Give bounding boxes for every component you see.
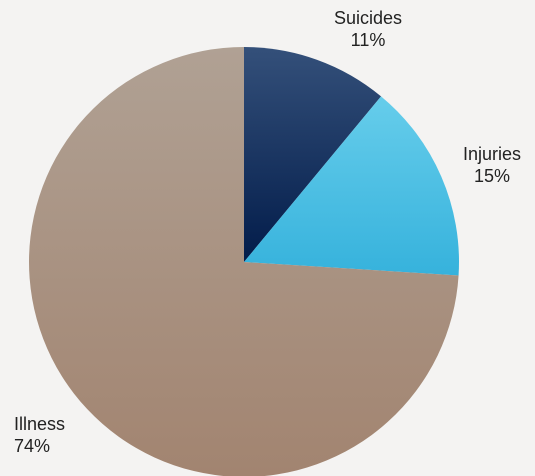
slice-label-illness: Illness 74% <box>14 414 65 456</box>
pie-slice-suicides <box>244 47 382 262</box>
pie-slices <box>29 47 459 476</box>
slice-label-suicides: Suicides 11% <box>334 8 402 50</box>
pie-labels: Suicides 11% Injuries 15% Illness 74% <box>14 8 521 456</box>
slice-percent-illness: 74% <box>14 436 50 456</box>
pie-slice-injuries <box>244 96 459 276</box>
slice-percent-injuries: 15% <box>474 166 510 186</box>
slice-label-injuries: Injuries 15% <box>463 144 521 186</box>
pie-slice-illness <box>29 47 459 476</box>
slice-percent-suicides: 11% <box>351 30 386 50</box>
slice-name-illness: Illness <box>14 414 65 434</box>
slice-name-injuries: Injuries <box>463 144 521 164</box>
slice-name-suicides: Suicides <box>334 8 402 28</box>
